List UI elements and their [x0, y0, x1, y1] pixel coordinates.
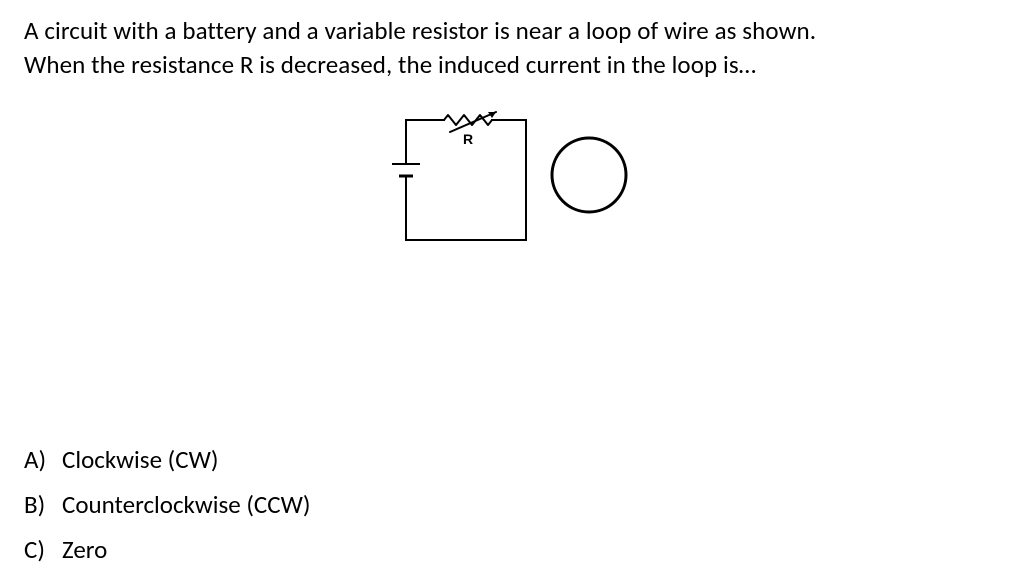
answer-option-a[interactable]: A) Clockwise (CW)	[24, 447, 310, 472]
question-line-1: A circuit with a battery and a variable …	[24, 15, 816, 46]
answer-option-b[interactable]: B) Counterclockwise (CCW)	[24, 492, 310, 517]
answer-letter: B)	[24, 492, 62, 517]
circuit-diagram: R	[386, 100, 686, 260]
question-line-2: When the resistance R is decreased, the …	[24, 49, 756, 80]
answer-letter: C)	[24, 537, 62, 562]
resistor-label: R	[463, 131, 473, 147]
answer-list: A) Clockwise (CW) B) Counterclockwise (C…	[24, 427, 310, 562]
answer-text: Clockwise (CW)	[62, 447, 218, 472]
answer-text: Zero	[62, 537, 107, 562]
battery-icon	[392, 164, 420, 176]
answer-text: Counterclockwise (CCW)	[62, 492, 310, 517]
answer-option-c[interactable]: C) Zero	[24, 537, 310, 562]
wire-loop-icon	[552, 138, 626, 212]
resistor-icon	[444, 112, 496, 132]
answer-letter: A)	[24, 447, 62, 472]
diagram-container: R	[24, 100, 1024, 265]
page: A circuit with a battery and a variable …	[0, 0, 1024, 576]
question-text: A circuit with a battery and a variable …	[24, 14, 1000, 82]
